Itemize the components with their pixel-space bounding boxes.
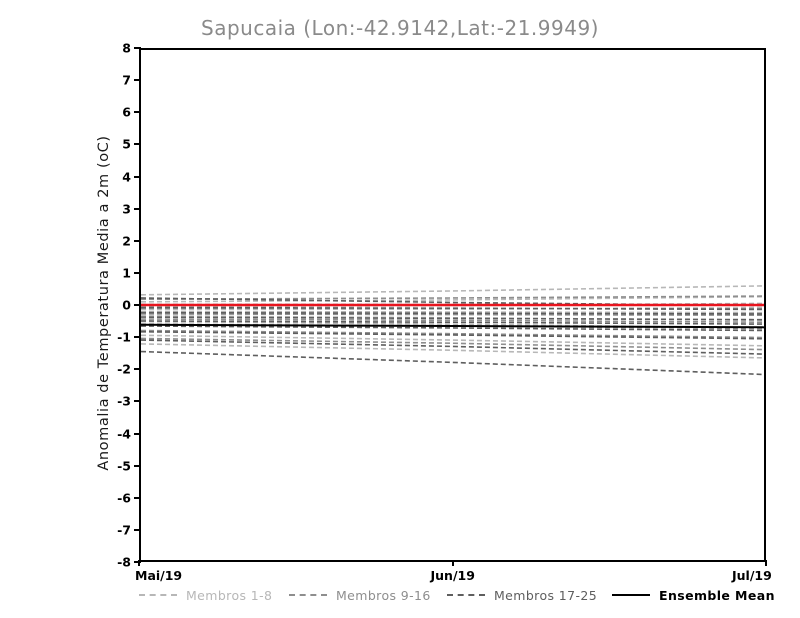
legend-label: Membros 9-16 [336, 587, 431, 603]
y-tick-label: 0 [122, 297, 131, 313]
y-tick-label: -5 [117, 458, 131, 474]
x-tick-mark [138, 560, 140, 566]
y-tick-label: 5 [122, 136, 131, 152]
y-tick-label: 3 [122, 201, 131, 217]
y-tick-label: -4 [117, 426, 131, 441]
y-tick-mark [134, 207, 141, 210]
legend-line-sample [139, 594, 177, 596]
member-line [141, 317, 764, 320]
member-line [141, 332, 764, 339]
member-line [141, 311, 764, 312]
legend-item[interactable]: Ensemble Mean [612, 586, 775, 604]
y-tick-label: -1 [117, 329, 131, 345]
y-tick-mark [134, 304, 141, 306]
y-tick-label: -2 [117, 361, 131, 377]
legend-line-sample [289, 594, 327, 596]
legend-label: Membros 1-8 [186, 587, 273, 603]
y-tick-label: -3 [117, 393, 131, 409]
y-tick-mark [134, 432, 141, 435]
y-tick-mark [134, 143, 141, 146]
x-tick-label: Jul/19 [732, 568, 772, 583]
y-tick-label: 4 [122, 169, 131, 184]
y-tick-mark [134, 47, 141, 49]
y-tick-mark [134, 368, 141, 371]
y-tick-mark [134, 111, 141, 114]
legend-item[interactable]: Membros 1-8 [139, 586, 272, 604]
y-tick-mark [134, 239, 141, 242]
x-tick-label: Jun/19 [430, 568, 475, 583]
x-tick-mark [765, 560, 767, 566]
legend-line-sample [447, 594, 485, 596]
member-line [141, 286, 764, 295]
member-line [141, 297, 764, 302]
y-tick-mark [134, 271, 141, 274]
y-tick-label: -6 [117, 490, 131, 506]
y-tick-mark [134, 79, 141, 82]
y-tick-mark [134, 561, 141, 563]
ensemble-mean-line [141, 325, 764, 328]
legend-item[interactable]: Membros 17-25 [447, 586, 597, 604]
member-line [141, 344, 764, 358]
y-tick-label: 1 [122, 265, 131, 281]
chart-legend: Membros 1-8 Membros 9-16 Membros 17-25 Ense… [139, 586, 779, 606]
y-tick-mark [134, 175, 141, 178]
y-tick-mark [134, 464, 141, 467]
member-line [141, 331, 764, 338]
legend-item[interactable]: Membros 9-16 [289, 586, 431, 604]
y-tick-label: 2 [122, 233, 131, 249]
chart-title: Sapucaia (Lon:-42.9142,Lat:-21.9949) [201, 16, 599, 40]
plot-lines [141, 50, 764, 560]
y-tick-label: 8 [122, 40, 131, 56]
y-tick-label: -7 [117, 522, 131, 538]
y-tick-mark [134, 336, 141, 339]
plot-area [139, 48, 766, 562]
legend-line-sample [612, 594, 650, 596]
x-tick-label: Mai/19 [135, 568, 183, 583]
x-tick-mark [451, 560, 454, 566]
legend-label: Membros 17-25 [494, 587, 598, 603]
y-tick-label: 6 [122, 104, 131, 120]
y-tick-label: -8 [117, 554, 131, 570]
y-tick-mark [134, 400, 141, 403]
y-tick-mark [134, 496, 141, 499]
y-tick-label: 7 [122, 72, 131, 88]
y-tick-mark [134, 528, 141, 531]
legend-label: Ensemble Mean [659, 587, 775, 603]
